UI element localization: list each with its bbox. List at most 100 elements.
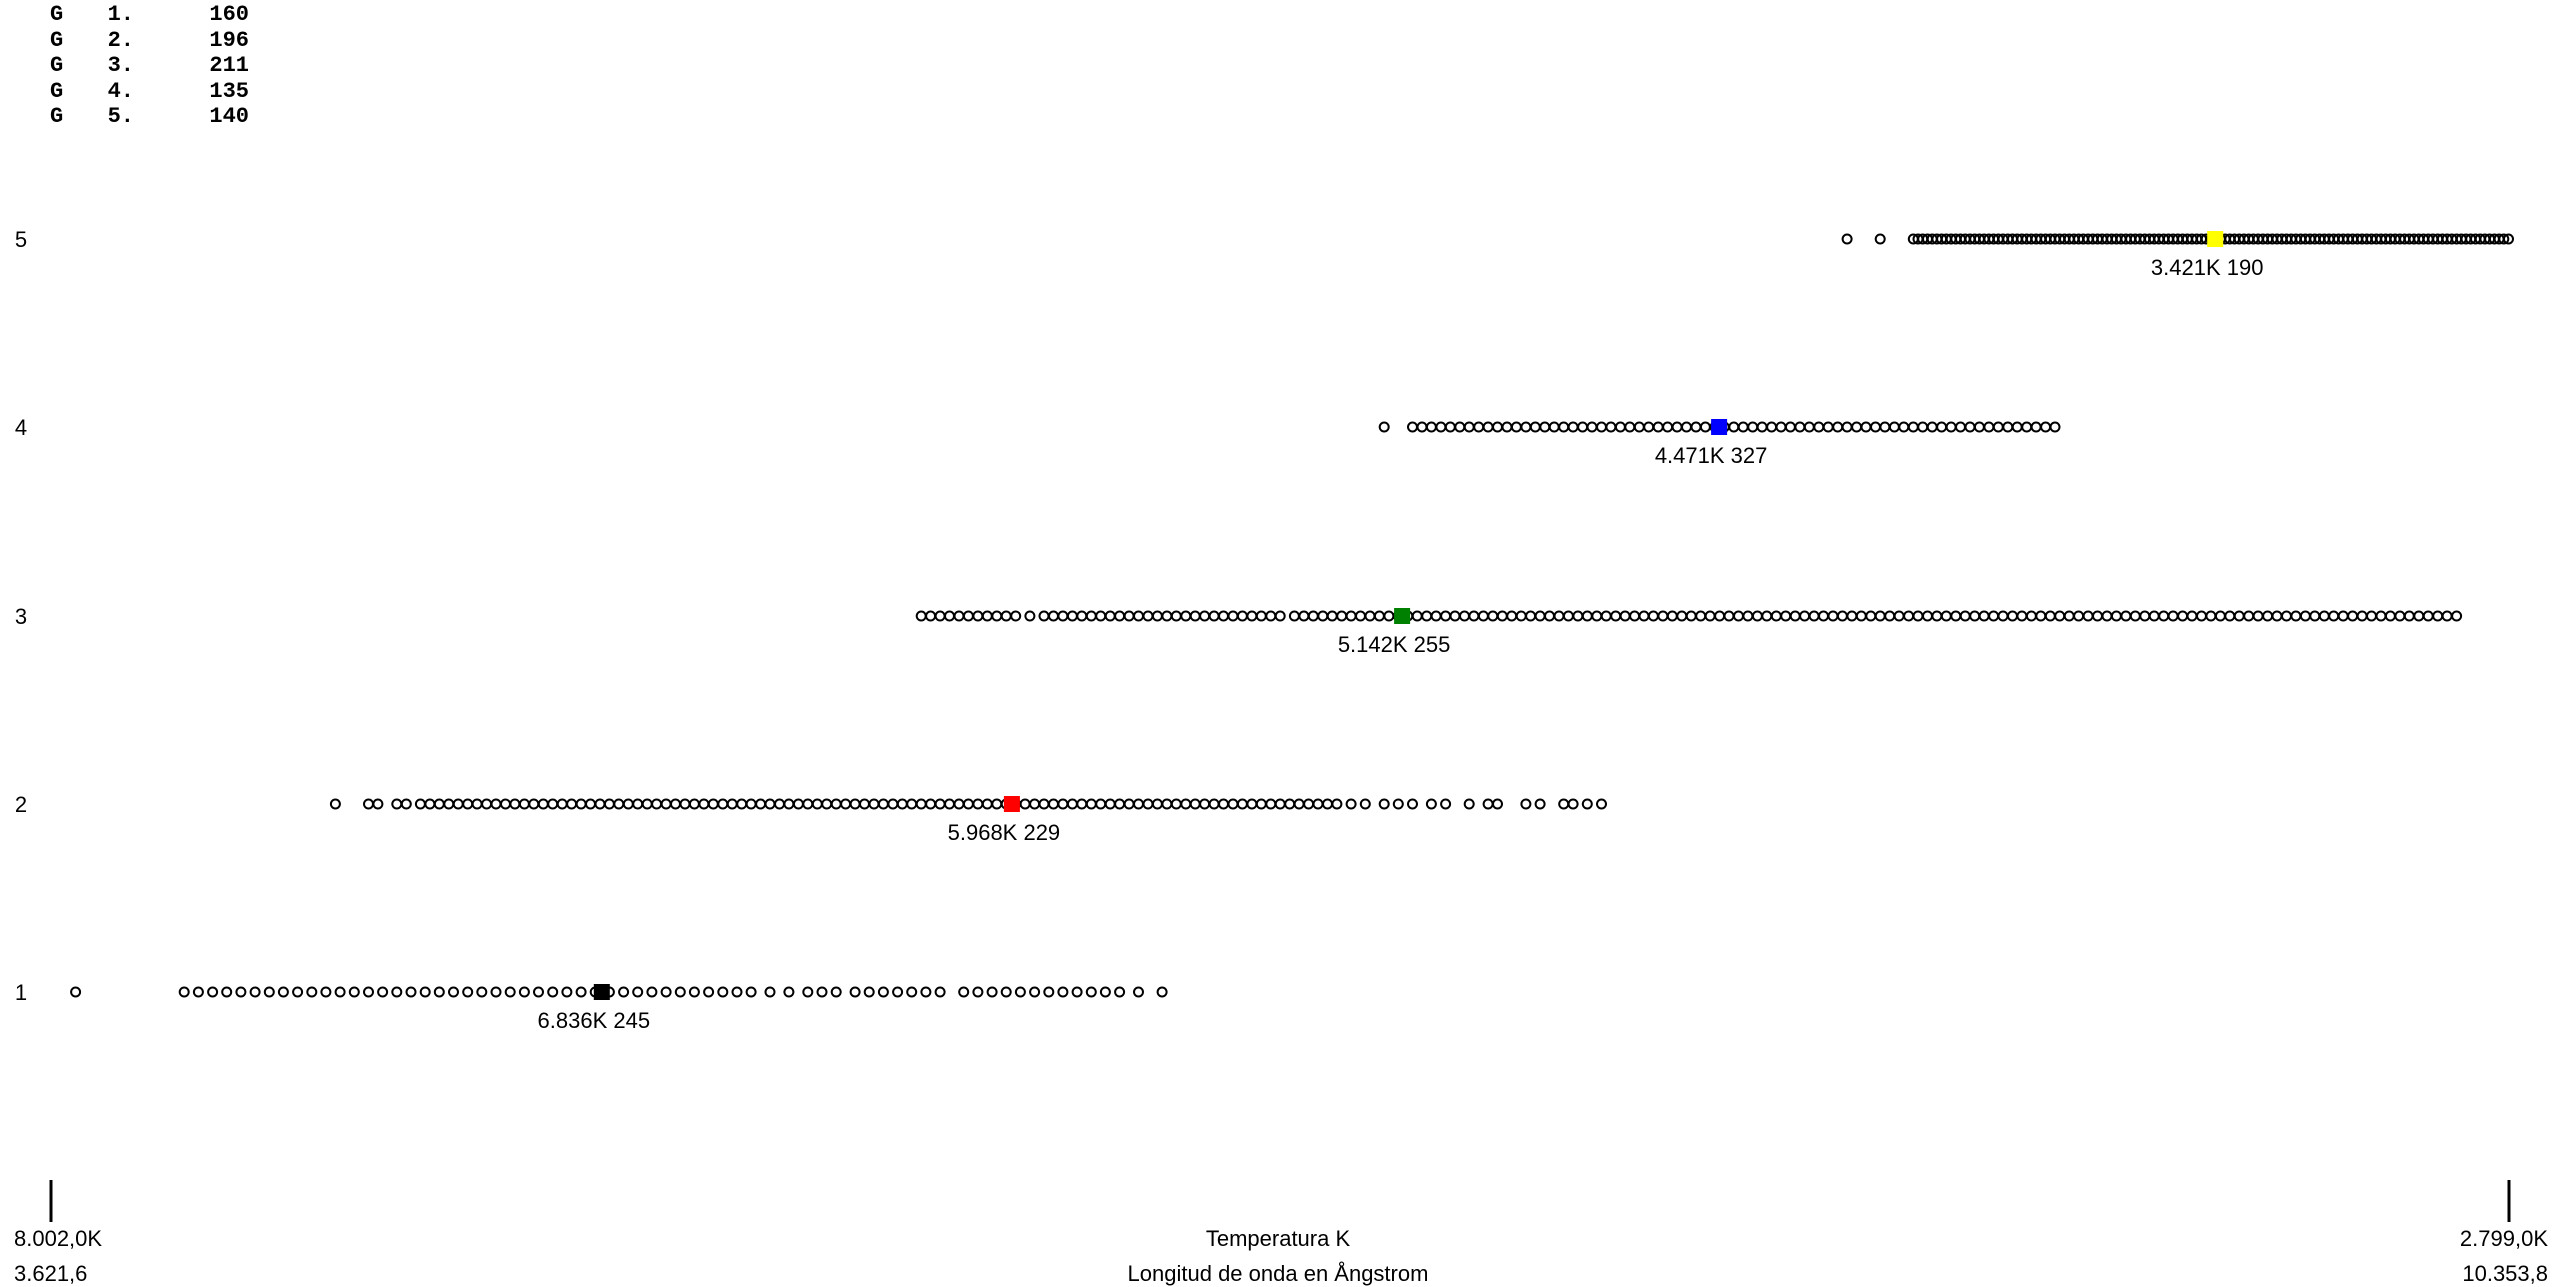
- data-point: [1288, 610, 1300, 622]
- data-point: [1156, 986, 1168, 998]
- data-point: [972, 986, 984, 998]
- data-point: [2148, 610, 2160, 622]
- data-point: [1038, 610, 1050, 622]
- data-point: [1274, 798, 1286, 810]
- data-point: [1378, 798, 1390, 810]
- data-point: [1544, 610, 1555, 622]
- data-point: [1487, 610, 1499, 622]
- data-point: [1558, 421, 1570, 433]
- data-point: [660, 986, 672, 998]
- x-axis-max-temperature-label: 2.799,0K: [2459, 1226, 2548, 1251]
- plot-area: 1 2 3 4 5 6.836K 245 5.968K 229 5.142K 255 4.471…: [15, 227, 2514, 1033]
- data-point: [1227, 610, 1239, 622]
- data-point: [679, 798, 691, 810]
- data-point: [471, 798, 483, 810]
- series-group-3: 5.142K 255: [915, 608, 2463, 657]
- data-point: [764, 986, 776, 998]
- data-point: [1057, 798, 1069, 810]
- data-point: [2366, 610, 2377, 622]
- data-point: [500, 798, 511, 810]
- data-point: [816, 986, 828, 998]
- data-point: [1265, 610, 1277, 622]
- data-point: [561, 986, 573, 998]
- data-point: [1440, 610, 1452, 622]
- data-point: [433, 986, 445, 998]
- data-point: [70, 986, 82, 998]
- data-point: [1435, 421, 1447, 433]
- data-point: [1151, 610, 1163, 622]
- data-point: [1827, 610, 1839, 622]
- data-point: [2309, 610, 2321, 622]
- data-point: [925, 610, 937, 622]
- data-point: [2214, 610, 2226, 622]
- data-point: [1142, 610, 1154, 622]
- data-point: [1733, 610, 1744, 622]
- x-axis-temperature-title: Temperatura K: [1205, 1226, 1351, 1251]
- data-point: [476, 986, 488, 998]
- data-point: [1666, 610, 1678, 622]
- data-point: [1208, 798, 1220, 810]
- data-point: [2243, 610, 2255, 622]
- data-point: [1307, 610, 1319, 622]
- data-point: [178, 986, 190, 998]
- data-point: [1558, 798, 1570, 810]
- data-point: [1818, 610, 1829, 622]
- data-point: [2318, 610, 2330, 622]
- data-point: [1459, 610, 1470, 622]
- data-point: [1978, 610, 1990, 622]
- data-point: [2224, 610, 2236, 622]
- data-point: [703, 986, 715, 998]
- data-point: [509, 798, 521, 810]
- data-point: [490, 986, 502, 998]
- data-point: [400, 798, 412, 810]
- data-point: [2290, 610, 2302, 622]
- data-point: [1383, 610, 1395, 622]
- data-point: [1723, 610, 1735, 622]
- group-center-marker-2: [1003, 796, 1020, 812]
- data-point: [830, 986, 842, 998]
- group-center-marker-4: [1711, 419, 1728, 435]
- data-point: [613, 798, 625, 810]
- group-center-marker-5: [2207, 231, 2224, 247]
- data-point: [925, 798, 937, 810]
- data-point: [452, 798, 464, 810]
- data-point: [745, 986, 757, 998]
- data-point: [906, 798, 918, 810]
- data-point: [726, 798, 738, 810]
- data-point: [1808, 610, 1820, 622]
- data-point: [221, 986, 233, 998]
- data-point: [2110, 610, 2122, 622]
- data-point: [2299, 610, 2311, 622]
- data-point: [1104, 798, 1116, 810]
- data-point: [622, 798, 634, 810]
- group-center-label-1: 6.836K 245: [538, 1008, 651, 1033]
- data-point: [1922, 610, 1933, 622]
- data-point: [1596, 421, 1607, 433]
- data-point: [688, 798, 700, 810]
- data-point: [1898, 421, 1910, 433]
- data-point: [2101, 610, 2113, 622]
- data-point: [1123, 610, 1135, 622]
- data-point: [424, 798, 436, 810]
- data-point: [2252, 610, 2264, 622]
- data-point: [953, 610, 965, 622]
- data-point: [1548, 421, 1560, 433]
- x-axis-min-temperature-label: 8.002,0K: [14, 1226, 103, 1251]
- data-point: [986, 986, 998, 998]
- data-point: [1199, 610, 1211, 622]
- data-point: [1133, 986, 1144, 998]
- data-point: [2503, 233, 2514, 245]
- data-point: [1114, 610, 1126, 622]
- data-point: [1959, 610, 1971, 622]
- data-point: [575, 798, 587, 810]
- data-point: [1704, 610, 1716, 622]
- data-point: [277, 986, 289, 998]
- data-point: [547, 798, 559, 810]
- data-point: [2337, 610, 2349, 622]
- data-point: [1255, 798, 1267, 810]
- data-point: [783, 986, 795, 998]
- data-point: [1114, 798, 1126, 810]
- data-point: [944, 798, 955, 810]
- data-point: [2035, 610, 2047, 622]
- data-point: [1189, 798, 1201, 810]
